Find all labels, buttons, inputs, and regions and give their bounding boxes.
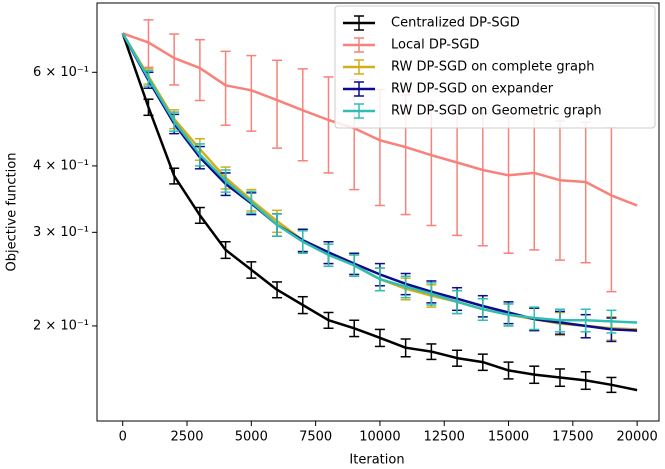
series (122, 19, 638, 293)
legend-label: RW DP-SGD on Geometric graph (391, 104, 602, 119)
y-tick-label: 2 × 10⁻¹ (33, 318, 89, 333)
y-tick-label: 3 × 10⁻¹ (33, 225, 89, 240)
plot-frame (96, 2, 660, 422)
y-tick-label: 6 × 10⁻¹ (33, 65, 89, 80)
error-bar (272, 59, 283, 149)
x-tick-label: 7500 (299, 430, 332, 445)
x-tick-label: 5000 (235, 430, 268, 445)
x-tick-label: 10000 (359, 430, 400, 445)
legend-swatch (343, 103, 375, 119)
y-tick-label: 4 × 10⁻¹ (33, 158, 89, 173)
y-axis-label: Objective function (5, 153, 20, 272)
error-bar (246, 54, 257, 132)
error-bar (529, 114, 540, 251)
error-bar (477, 112, 488, 247)
x-axis-label: Iteration (349, 453, 404, 468)
series-line (122, 32, 638, 207)
legend-swatch (343, 15, 375, 31)
legend-label: RW DP-SGD on expander (391, 82, 554, 97)
legend-label: Centralized DP-SGD (391, 16, 520, 31)
error-bar (554, 120, 565, 261)
error-bar (220, 50, 231, 127)
error-bar (503, 116, 514, 255)
x-tick-label: 15000 (488, 430, 529, 445)
x-tick-label: 0 (119, 430, 127, 445)
error-bar (323, 76, 334, 174)
error-bar (297, 68, 308, 162)
series (121, 32, 638, 394)
series-line (121, 32, 638, 392)
error-bar (606, 126, 617, 293)
series (121, 32, 638, 334)
error-bar (194, 38, 205, 102)
legend-label: Local DP-SGD (391, 38, 479, 53)
error-bar (169, 33, 180, 86)
legend-label: RW DP-SGD on complete graph (391, 60, 594, 75)
legend-swatch (343, 59, 375, 75)
series-line (121, 32, 638, 324)
x-tick-label: 2500 (170, 430, 203, 445)
legend-swatch (343, 37, 375, 53)
error-bar (580, 121, 591, 264)
x-tick-label: 17500 (552, 430, 593, 445)
legend-swatch (343, 81, 375, 97)
x-tick-label: 20000 (616, 430, 657, 445)
legend-box (334, 5, 656, 129)
x-tick-label: 12500 (424, 430, 465, 445)
legend: Centralized DP-SGD Local DP-SGD RW DP-SGD … (334, 5, 656, 129)
